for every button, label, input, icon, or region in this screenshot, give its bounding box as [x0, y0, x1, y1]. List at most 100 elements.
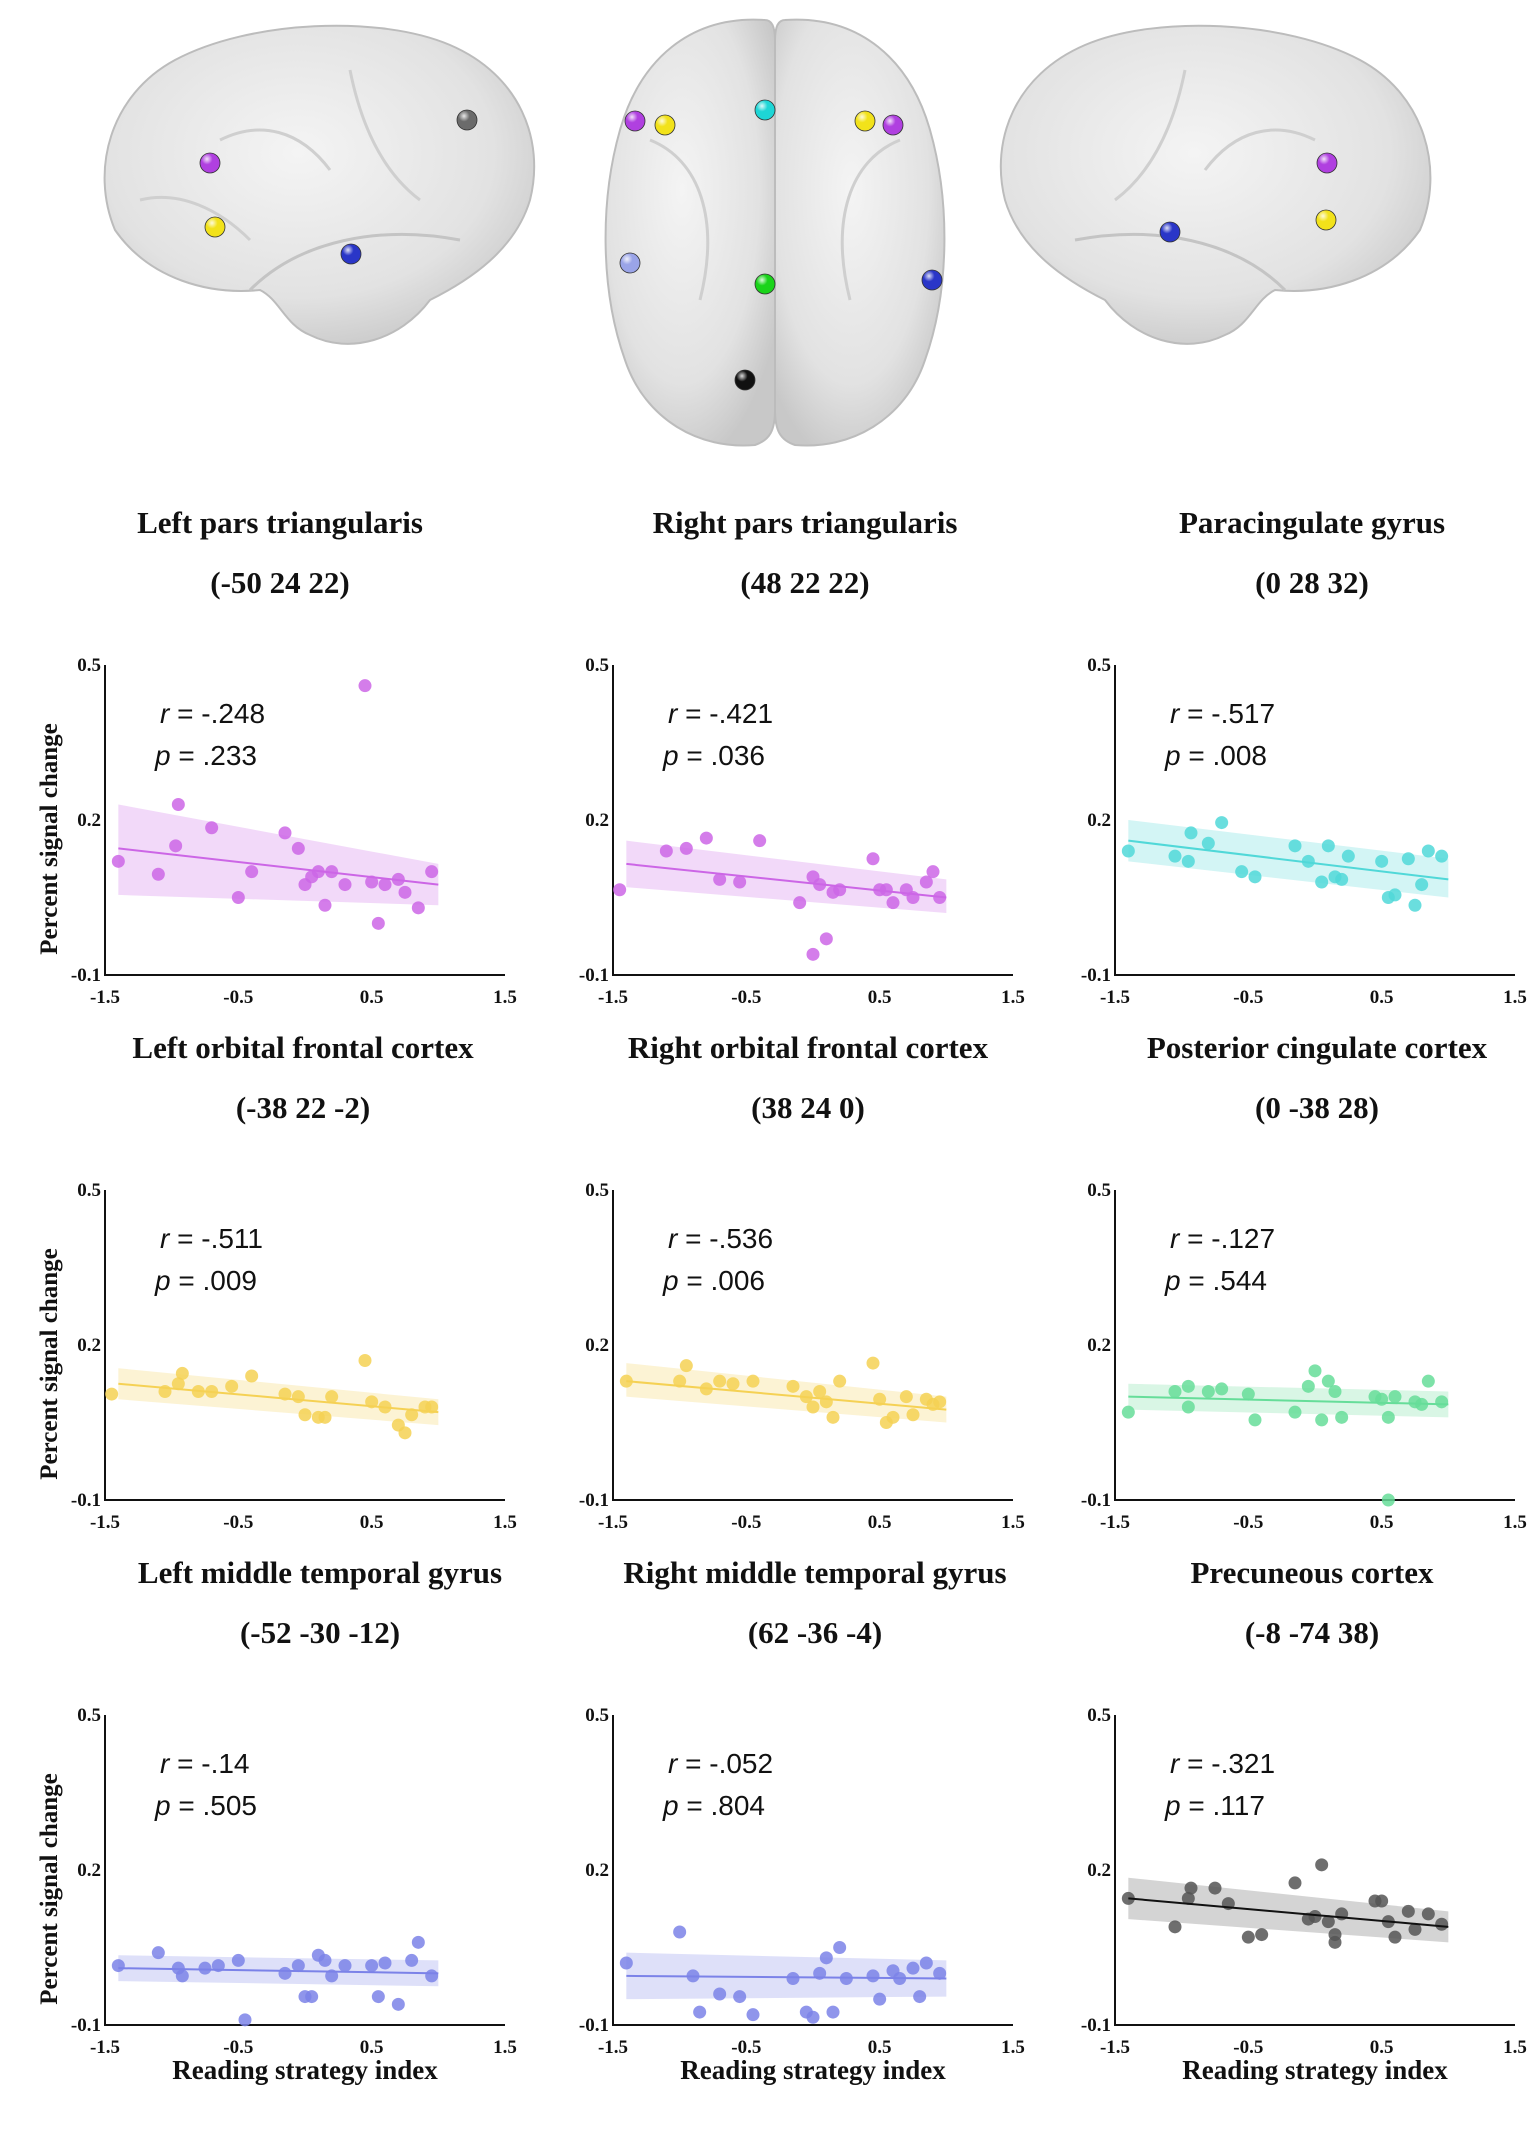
brain-node-highlight: [1316, 210, 1336, 230]
y-tick-label: 0.2: [77, 1860, 101, 1881]
brain-node-group: [199, 99, 1338, 391]
axes: [104, 1190, 505, 1501]
brain-node-highlight: [755, 100, 775, 120]
data-point: [933, 1966, 947, 1980]
data-point: [886, 896, 900, 910]
data-point: [806, 1400, 820, 1414]
data-point: [806, 2010, 820, 2024]
data-point: [1308, 1910, 1322, 1923]
plot-area: -0.1 0.2 0.5 -1.5 -0.5 0.5 1.5 r = -.511 p = .00…: [36, 1130, 540, 1560]
data-point: [411, 1935, 425, 1949]
regression-line: [118, 1382, 439, 1414]
p-symbol: p: [154, 740, 171, 771]
data-point: [619, 1956, 633, 1970]
confidence-band: [626, 1363, 947, 1423]
x-tick-label: 0.5: [1370, 987, 1394, 1008]
axes: [1114, 1715, 1515, 2026]
confidence-band: [626, 1952, 947, 2000]
equals-sign: =: [169, 698, 201, 729]
data-point: [338, 1959, 352, 1973]
data-point: [1181, 1379, 1195, 1393]
p-value: .009: [203, 1265, 258, 1296]
data-point: [1415, 878, 1429, 892]
p-statistic: p = .006: [662, 1265, 765, 1296]
y-tick-label: -0.1: [1081, 1490, 1111, 1511]
p-value: .036: [711, 740, 766, 771]
panel-title: Left pars triangularis: [137, 505, 423, 540]
scatter-plot: -0.1 0.2 0.5 -1.5 -0.5 0.5 1.5 r = -.321 p = .11…: [1081, 1705, 1527, 2058]
left-lateral-brain: [103, 24, 536, 345]
confidence-band: [1128, 1877, 1449, 1943]
data-point: [318, 1410, 332, 1424]
equals-sign: =: [1181, 1265, 1213, 1296]
x-tick-label: 1.5: [1503, 2037, 1527, 2058]
y-tick-label: 0.2: [585, 1335, 609, 1356]
data-point: [746, 1374, 760, 1388]
y-tick-label: 0.2: [77, 810, 101, 831]
equals-sign: =: [171, 1790, 203, 1821]
p-symbol: p: [1164, 1790, 1181, 1821]
data-point: [1328, 1385, 1342, 1398]
data-point: [1168, 1920, 1182, 1934]
data-point: [713, 872, 727, 886]
x-tick-label: 0.5: [1370, 1512, 1394, 1533]
r-statistic: r = -.052: [668, 1748, 773, 1779]
x-tick-label: 0.5: [868, 987, 892, 1008]
plot-area: -0.1 0.2 0.5 -1.5 -0.5 0.5 1.5 r = -.14 p = .505…: [36, 1655, 540, 2085]
data-point: [111, 854, 125, 868]
data-point: [786, 1379, 800, 1393]
regression-line: [626, 1974, 947, 1980]
data-point: [111, 1959, 125, 1973]
panel-title: Left middle temporal gyrus: [137, 1555, 503, 1590]
r-statistic: r = -.14: [160, 1748, 250, 1779]
data-point: [1421, 844, 1435, 858]
brain-node-highlight: [655, 115, 675, 135]
data-point: [1388, 888, 1402, 902]
data-point: [1381, 1493, 1395, 1507]
y-tick-label: 0.5: [1087, 655, 1111, 676]
data-point: [291, 1390, 305, 1404]
r-statistic: r = -.248: [160, 698, 265, 729]
data-point: [726, 1377, 740, 1391]
data-point: [1184, 1881, 1198, 1895]
data-point: [1335, 1410, 1349, 1424]
panel-title: Right middle temporal gyrus: [623, 1555, 1007, 1590]
x-axis-label: Reading strategy index: [1182, 2055, 1448, 2085]
y-tick-label: 0.5: [77, 1180, 101, 1201]
confidence-band: [118, 804, 439, 906]
p-statistic: p = .117: [1164, 1790, 1265, 1821]
data-point: [291, 841, 305, 855]
r-value: -.517: [1211, 698, 1275, 729]
data-point: [1401, 852, 1415, 866]
data-point: [325, 1390, 339, 1404]
r-statistic: r = -.127: [1170, 1223, 1275, 1254]
data-point: [1341, 849, 1355, 863]
data-point: [619, 1374, 633, 1388]
data-point: [1321, 1915, 1335, 1929]
panel-coords: (38 24 0): [751, 1090, 865, 1125]
y-tick-label: 0.2: [1087, 1860, 1111, 1881]
x-tick-label: -0.5: [223, 1512, 253, 1533]
data-point: [365, 1959, 379, 1973]
data-point: [405, 1408, 419, 1422]
panel-title: Right pars triangularis: [652, 505, 958, 540]
data-point: [225, 1379, 239, 1393]
r-value: -.052: [709, 1748, 773, 1779]
data-point: [1388, 1930, 1402, 1944]
panel-title: Posterior cingulate cortex: [1146, 1030, 1488, 1065]
plot-area: -0.1 0.2 0.5 -1.5 -0.5 0.5 1.5 r = -.248 p = .23…: [36, 605, 540, 1035]
data-point: [1301, 1379, 1315, 1393]
data-point: [866, 1969, 880, 1983]
equals-sign: =: [679, 1790, 711, 1821]
panel-coords: (-50 24 22): [210, 565, 350, 600]
data-point: [1248, 870, 1262, 884]
r-symbol: r: [1170, 698, 1181, 729]
r-value: -.421: [709, 698, 773, 729]
y-tick-label: 0.5: [77, 655, 101, 676]
y-axis-label: Percent signal change: [36, 1773, 63, 2005]
panel-coords: (62 -36 -4): [747, 1615, 883, 1650]
p-statistic: p = .009: [154, 1265, 257, 1296]
data-point: [813, 1385, 827, 1398]
data-point: [1315, 1413, 1329, 1427]
axes: [612, 1715, 1013, 2026]
